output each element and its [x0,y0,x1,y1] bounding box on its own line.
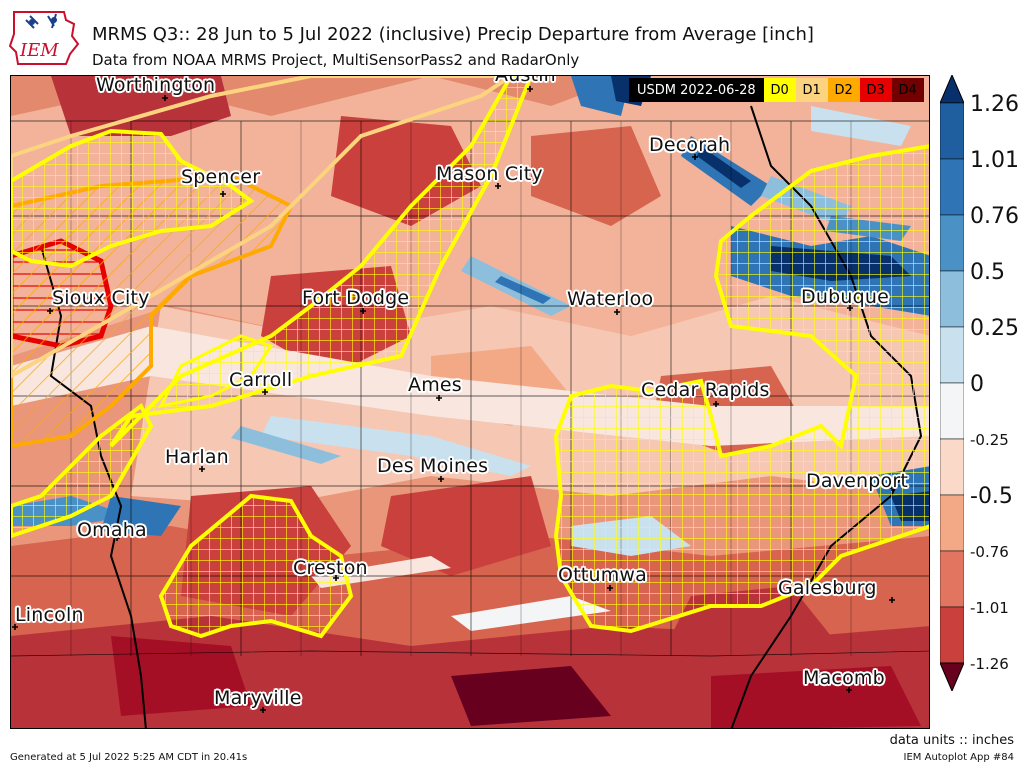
logo-text: IEM [19,40,59,61]
generated-timestamp: Generated at 5 Jul 2022 5:25 AM CDT in 2… [10,752,248,763]
colorbar-tick: 0.76 [970,204,1019,229]
city-label-mason-city: Mason City [436,163,543,185]
city-label-harlan: Harlan [165,446,229,468]
colorbar-under-arrow [940,662,964,691]
usdm-d4-swatch: D4 [891,78,924,102]
city-label-cedar-rapids: Cedar Rapids [641,379,770,401]
colorbar [940,75,964,691]
usdm-legend: USDM 2022-06-28 D0 D1 D2 D3 D4 [629,78,924,102]
usdm-date-label: USDM 2022-06-28 [629,78,764,102]
city-label-macomb: Macomb [803,667,885,689]
chart-subtitle: Data from NOAA MRMS Project, MultiSensor… [92,51,580,69]
colorbar-tick: 0 [970,372,984,397]
colorbar-tick: 0.25 [970,316,1019,341]
city-label-worthington: Worthington [96,75,216,96]
iem-logo: IEM [8,11,80,65]
colorbar-tick: -0.5 [970,484,1013,509]
city-label-galesburg: Galesburg [778,577,877,599]
city-label-fort-dodge: Fort Dodge [302,287,410,309]
colorbar-tick: -1.01 [970,599,1009,617]
city-label-sioux-city: Sioux City [52,287,150,309]
city-label-carroll: Carroll [229,369,293,391]
app-label: IEM Autoplot App #84 [903,752,1014,763]
city-label-omaha: Omaha [77,519,147,541]
city-label-maryville: Maryville [214,687,302,709]
usdm-d0-swatch: D0 [763,78,796,102]
city-label-spencer: Spencer [181,166,261,188]
city-label-lincoln: Lincoln [15,604,84,626]
city-label-dubuque: Dubuque [801,286,889,308]
city-label-decorah: Decorah [649,134,731,156]
city-label-waterloo: Waterloo [567,288,654,310]
precip-departure-map: Worthington Austin Decorah Spencer Mason… [10,75,930,729]
usdm-d1-swatch: D1 [795,78,828,102]
usdm-d2-swatch: D2 [827,78,860,102]
usdm-d3-swatch: D3 [859,78,892,102]
city-markers [12,86,895,713]
city-label-creston: Creston [293,557,368,579]
city-label-davenport: Davenport [806,470,908,492]
city-label-austin: Austin [495,75,556,86]
units-label: data units :: inches [889,733,1014,748]
colorbar-over-arrow [940,75,964,104]
map-canvas [11,76,929,728]
city-label-ames: Ames [408,374,462,396]
colorbar-tick: -1.26 [970,655,1009,673]
colorbar-tick: 1.26 [970,92,1019,117]
colorbar-tick: 0.5 [970,260,1005,285]
colorbar-tick: -0.25 [970,431,1009,449]
chart-title: MRMS Q3:: 28 Jun to 5 Jul 2022 (inclusiv… [92,24,814,45]
colorbar-tick: 1.01 [970,148,1019,173]
city-label-ottumwa: Ottumwa [558,564,647,586]
city-label-des-moines: Des Moines [377,455,489,477]
colorbar-tick: -0.76 [970,543,1009,561]
